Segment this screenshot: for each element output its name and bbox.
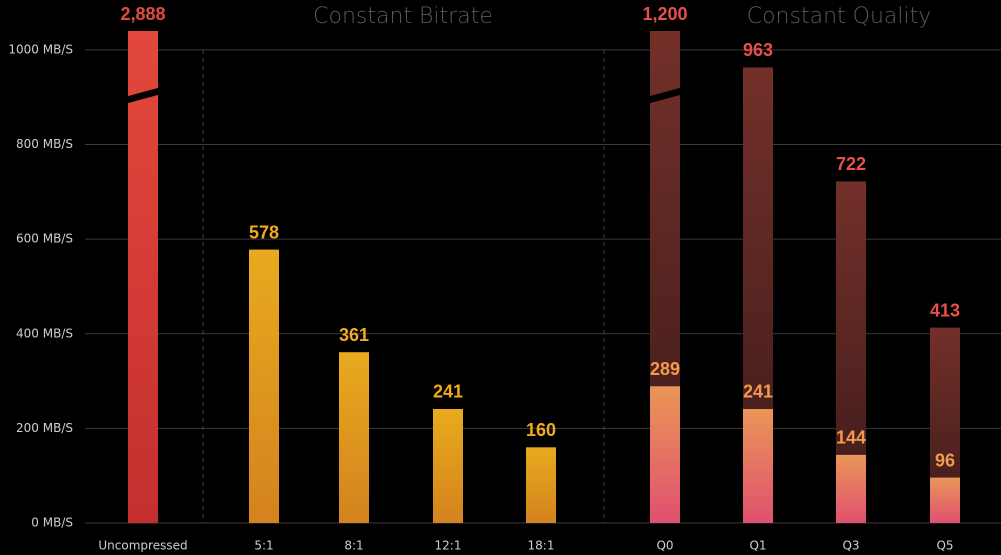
axis-break bbox=[643, 86, 687, 105]
value-label: 144 bbox=[836, 428, 866, 448]
bar bbox=[836, 454, 866, 523]
y-tick-label: 800 MB/S bbox=[16, 137, 73, 151]
y-tick-label: 1000 MB/S bbox=[8, 42, 73, 56]
x-tick-label: Q3 bbox=[842, 539, 859, 553]
y-tick-label: 0 MB/S bbox=[31, 516, 73, 530]
bar bbox=[743, 408, 773, 523]
bar bbox=[930, 477, 960, 523]
x-tick-label: Uncompressed bbox=[98, 539, 187, 553]
x-tick-label: 5:1 bbox=[254, 539, 273, 553]
value-label: 361 bbox=[339, 325, 369, 345]
y-tick-label: 400 MB/S bbox=[16, 326, 73, 340]
axis-break bbox=[121, 86, 165, 105]
y-tick-label: 600 MB/S bbox=[16, 232, 73, 246]
value-label: 1,200 bbox=[642, 4, 687, 24]
value-label: 722 bbox=[836, 154, 866, 174]
section-title: Constant Bitrate bbox=[313, 4, 493, 29]
x-tick-label: 12:1 bbox=[435, 539, 462, 553]
value-label: 160 bbox=[526, 420, 556, 440]
x-tick-label: Q0 bbox=[656, 539, 673, 553]
value-label: 963 bbox=[743, 40, 773, 60]
bar bbox=[526, 447, 556, 523]
value-label: 578 bbox=[249, 222, 279, 242]
value-label: 96 bbox=[935, 450, 955, 470]
bar bbox=[128, 31, 158, 523]
value-label: 289 bbox=[650, 359, 680, 379]
bar bbox=[433, 408, 463, 523]
section-title: Constant Quality bbox=[747, 4, 932, 29]
x-tick-label: Q5 bbox=[936, 539, 953, 553]
value-label: 413 bbox=[930, 300, 960, 320]
y-tick-label: 200 MB/S bbox=[16, 421, 73, 435]
x-tick-label: 8:1 bbox=[344, 539, 363, 553]
value-label: 241 bbox=[743, 382, 773, 402]
value-label: 241 bbox=[433, 382, 463, 402]
bar bbox=[249, 249, 279, 524]
x-tick-label: Q1 bbox=[749, 539, 766, 553]
value-label: 2,888 bbox=[120, 4, 165, 24]
x-tick-label: 18:1 bbox=[528, 539, 555, 553]
bar bbox=[650, 386, 680, 523]
bar bbox=[339, 352, 369, 523]
